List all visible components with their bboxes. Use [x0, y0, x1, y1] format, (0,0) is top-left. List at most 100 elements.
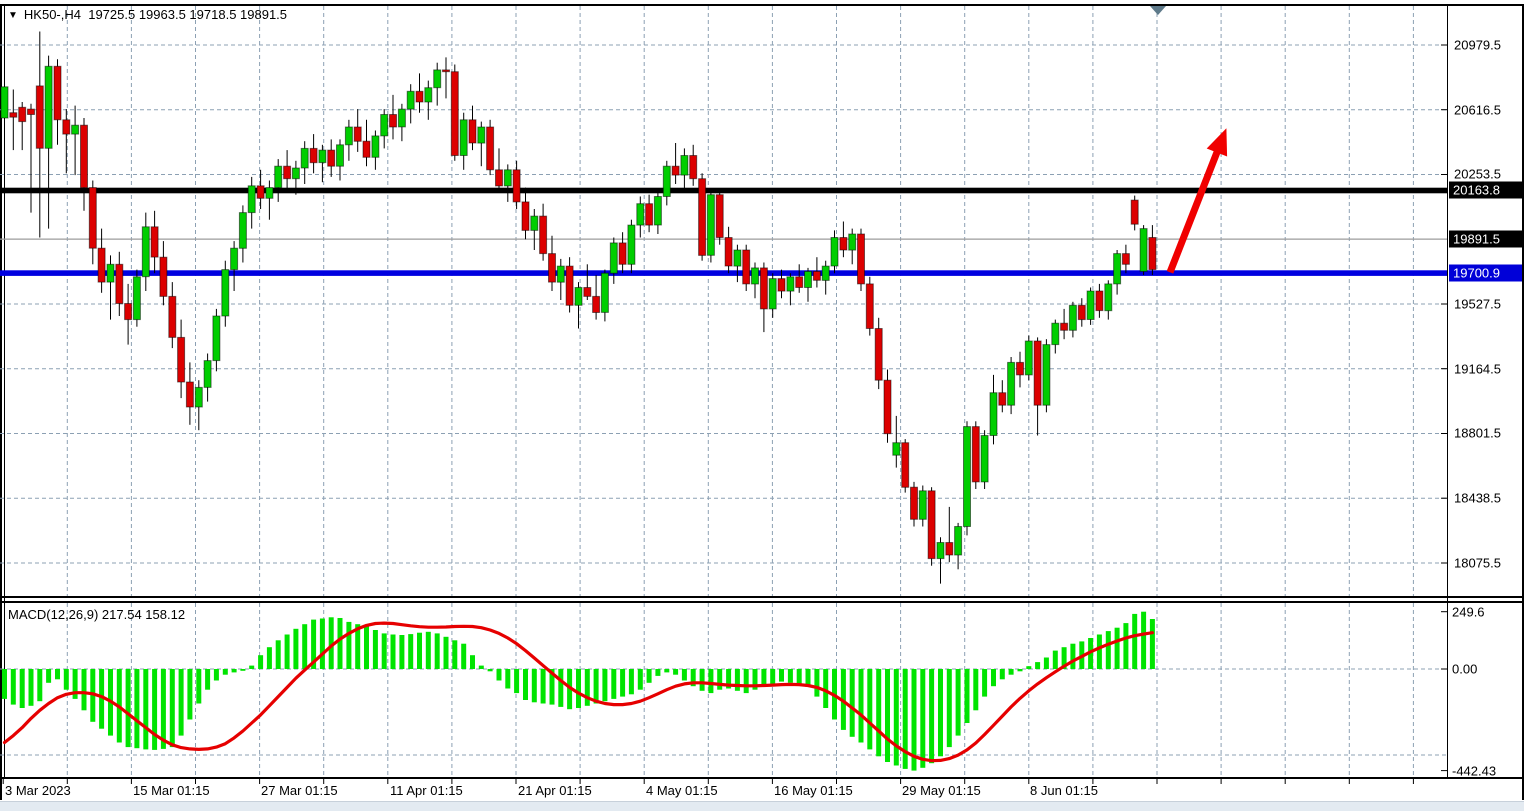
candle-body	[415, 90, 424, 103]
macd-histogram-bar	[752, 669, 758, 690]
chart-canvas[interactable]	[0, 0, 1447, 800]
macd-histogram-bar	[1008, 669, 1014, 675]
macd-histogram-bar	[169, 669, 175, 748]
macd-histogram-bar	[964, 669, 970, 723]
macd-histogram-bar	[134, 669, 140, 749]
candle-body	[839, 237, 848, 251]
price-tick-label: 20253.5	[1454, 166, 1501, 182]
candle-body	[592, 295, 601, 313]
candle-body	[936, 542, 945, 560]
candle-body	[477, 126, 486, 144]
macd-histogram-bar	[523, 669, 528, 700]
macd-histogram-bar	[381, 633, 387, 669]
candle-body	[309, 147, 318, 164]
candle-body	[230, 247, 239, 271]
candle-body	[221, 269, 230, 317]
macd-histogram-bar	[611, 669, 617, 699]
candle-body	[521, 201, 530, 231]
macd-histogram-bar	[487, 669, 493, 672]
candle-body	[159, 256, 168, 297]
candle-body	[901, 442, 910, 488]
candle-body	[97, 247, 106, 283]
macd-histogram-bar	[743, 669, 749, 694]
macd-histogram-bar	[655, 669, 661, 676]
candle-body	[124, 303, 133, 321]
macd-histogram-bar	[1043, 657, 1049, 669]
window-bottom-strip	[0, 801, 1524, 811]
candle-body	[671, 165, 680, 176]
resistance-line[interactable]	[0, 187, 1447, 194]
candle-body	[600, 272, 609, 313]
candle-body	[565, 265, 574, 306]
macd-histogram-bar	[708, 669, 714, 694]
macd-histogram-bar	[876, 669, 882, 757]
candle-body	[53, 65, 62, 121]
candle-body	[1007, 361, 1016, 406]
price-badge-19700.9: 19700.9	[1449, 264, 1522, 282]
macd-histogram-bar	[628, 669, 634, 695]
macd-histogram-bar	[1141, 611, 1147, 669]
candle-body	[786, 276, 795, 292]
candle-body	[1086, 290, 1095, 320]
candle-body	[336, 144, 344, 167]
macd-histogram-bar	[1017, 669, 1023, 672]
candle-body	[247, 185, 256, 214]
macd-histogram-bar	[337, 618, 343, 669]
macd-histogram-bar	[81, 669, 87, 711]
macd-histogram-bar	[929, 669, 935, 764]
candle-body	[724, 237, 733, 267]
macd-histogram-bar	[1026, 666, 1032, 669]
candle-body	[177, 336, 186, 383]
macd-tick-label: 0.00	[1452, 661, 1478, 677]
candle-body	[830, 237, 839, 267]
candle-body	[821, 265, 830, 281]
candle-body	[1113, 253, 1122, 285]
candle-body	[353, 126, 362, 142]
candle-body	[627, 224, 636, 265]
macd-histogram-bar	[558, 669, 564, 707]
macd-histogram-bar	[434, 633, 440, 669]
macd-histogram-bar	[1123, 623, 1129, 669]
macd-histogram-bar	[787, 669, 793, 683]
macd-histogram-bar	[461, 643, 467, 669]
macd-histogram-bar	[920, 669, 926, 768]
macd-histogram-bar	[319, 618, 325, 669]
candle-body	[238, 212, 247, 249]
macd-histogram-bar	[646, 669, 652, 683]
support-line[interactable]	[0, 270, 1447, 276]
macd-histogram-bar	[1035, 662, 1041, 669]
candle-body	[583, 287, 592, 297]
candle-body	[1033, 340, 1042, 406]
macd-histogram-bar	[823, 669, 829, 708]
trend-arrow-head[interactable]	[1206, 128, 1228, 157]
candle-body	[548, 253, 556, 283]
price-badge-20163.8: 20163.8	[1449, 181, 1522, 199]
candle-body	[318, 149, 327, 164]
candle-body	[609, 242, 618, 274]
macd-histogram-bar	[1105, 631, 1111, 669]
pane-separator-line-2	[0, 601, 1524, 603]
macd-histogram-bar	[10, 669, 16, 705]
time-tick-label: 16 May 01:15	[774, 783, 853, 798]
candle-body	[653, 196, 662, 226]
candle-body	[168, 295, 177, 338]
macd-signal-line	[2, 621, 1155, 763]
candle-body	[203, 360, 212, 388]
macd-histogram-bar	[911, 669, 917, 771]
macd-histogram-bar	[902, 669, 908, 769]
macd-histogram-bar	[178, 669, 184, 736]
candle-body	[327, 149, 336, 167]
macd-histogram-bar	[1132, 613, 1138, 669]
candle-body	[1130, 199, 1139, 225]
candle-body	[256, 185, 265, 199]
trend-arrow-shaft[interactable]	[1166, 138, 1226, 274]
macd-histogram-bar	[152, 669, 158, 750]
macd-histogram-bar	[1149, 619, 1155, 669]
macd-histogram-bar	[452, 640, 458, 669]
macd-histogram-bar	[284, 634, 290, 669]
macd-histogram-bar	[46, 669, 52, 683]
candle-body	[857, 233, 865, 285]
candle-body	[574, 287, 583, 306]
candlestick-chart-area[interactable]	[0, 0, 1447, 800]
macd-histogram-bar	[664, 669, 670, 673]
